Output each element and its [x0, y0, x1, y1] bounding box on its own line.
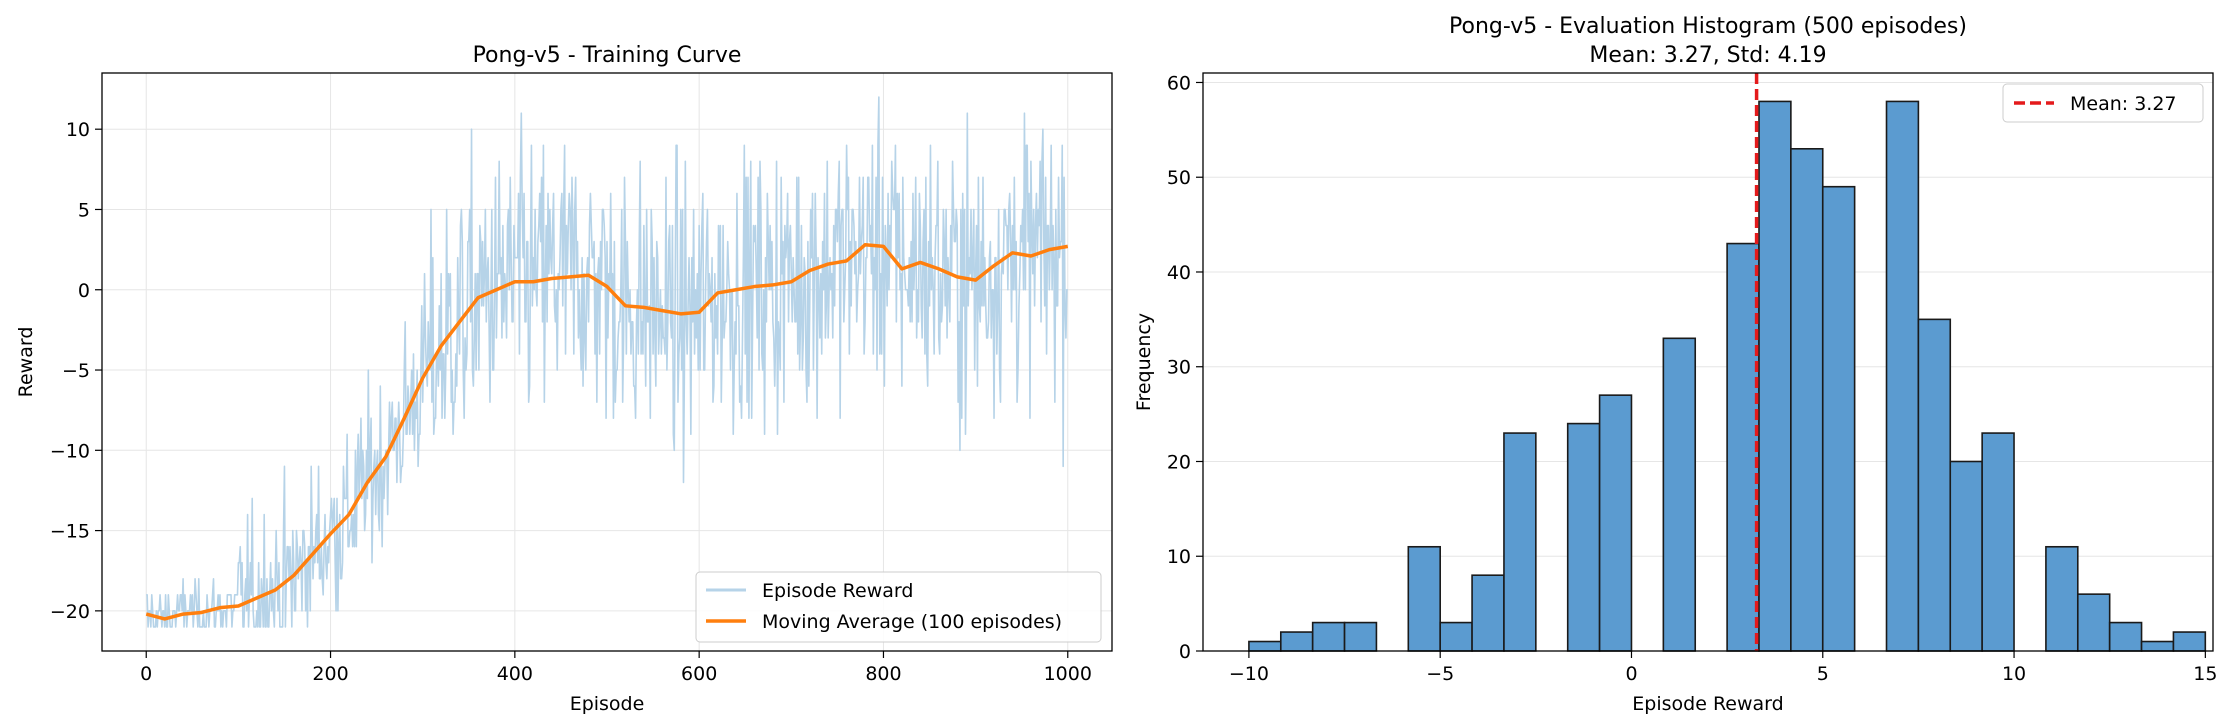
evaluation-histogram-panel: −10 −5 0 5 10 15 0 10 20 30 40 50 60 Pong-v5 - Eval…: [1133, 14, 2217, 715]
episode-reward-line: [146, 96, 1068, 628]
training-chart-title: Pong-v5 - Training Curve: [473, 43, 742, 68]
histogram-y-axis-label: Frequency: [1133, 313, 1155, 411]
training-legend: Episode Reward Moving Average (100 episo…: [695, 571, 1102, 643]
training-x-tick-label: 1000: [1044, 663, 1092, 685]
histogram-bar: [1439, 621, 1473, 652]
legend-moving-average-label: Moving Average (100 episodes): [762, 611, 1062, 633]
training-y-axis-label: Reward: [15, 327, 37, 398]
histogram-bar: [1407, 545, 1441, 652]
legend-episode-reward-label: Episode Reward: [762, 580, 913, 602]
histogram-y-tick-label: 60: [1167, 72, 1191, 94]
legend-mean-label: Mean: 3.27: [2070, 93, 2177, 115]
histogram-bar: [1279, 631, 1314, 652]
histogram-bar: [1790, 148, 1824, 652]
histogram-bar: [1311, 621, 1346, 652]
histogram-x-tick-label: 0: [1625, 663, 1637, 685]
histogram-x-axis-label: Episode Reward: [1632, 693, 1783, 715]
histogram-x-tick-label: −10: [1229, 663, 1269, 685]
histogram-y-ticks: 0 10 20 30 40 50 60: [1167, 72, 1203, 663]
histogram-legend: Mean: 3.27: [2002, 83, 2204, 123]
training-y-tick-label: −15: [50, 521, 90, 543]
histogram-bars: [1248, 100, 2207, 652]
training-y-tick-label: −10: [50, 440, 90, 462]
histogram-y-tick-label: 0: [1179, 641, 1191, 663]
histogram-bar: [1471, 574, 1505, 652]
histogram-bar: [1503, 432, 1537, 652]
histogram-bar: [1566, 422, 1601, 652]
training-x-tick-label: 400: [497, 663, 533, 685]
training-x-axis-label: Episode: [570, 693, 645, 715]
histogram-y-tick-label: 10: [1167, 546, 1191, 568]
training-x-tick-label: 800: [865, 663, 901, 685]
histogram-bar: [1821, 185, 1856, 652]
histogram-bar: [1726, 242, 1760, 652]
histogram-bar: [2076, 593, 2111, 652]
training-y-tick-label: 10: [66, 119, 90, 141]
histogram-bar: [1949, 460, 1983, 652]
histogram-x-tick-label: 10: [2002, 663, 2026, 685]
histogram-x-ticks: −10 −5 0 5 10 15: [1229, 651, 2217, 685]
histogram-x-tick-label: −5: [1426, 663, 1454, 685]
histogram-bar: [2108, 621, 2143, 652]
training-y-tick-label: 0: [78, 280, 90, 302]
histogram-x-tick-label: 5: [1817, 663, 1829, 685]
moving-average-series: [145, 243, 1069, 621]
training-x-tick-label: 0: [140, 663, 152, 685]
histogram-bar: [2045, 545, 2079, 652]
training-x-ticks: 0 200 400 600 800 1000: [140, 651, 1092, 685]
histogram-bar: [1662, 337, 1697, 652]
histogram-x-tick-label: 15: [2193, 663, 2217, 685]
episode-reward-series: [146, 96, 1068, 628]
histogram-bar: [1248, 640, 1282, 652]
histogram-legend-box: [2002, 83, 2204, 123]
training-x-tick-label: 200: [312, 663, 348, 685]
training-y-tick-label: 5: [78, 199, 90, 221]
training-legend-box: [695, 571, 1102, 643]
histogram-y-tick-label: 20: [1167, 451, 1191, 473]
training-y-ticks: −20 −15 −10 −5 0 5 10: [50, 119, 102, 623]
histogram-bar: [2172, 631, 2207, 652]
histogram-bar: [1981, 432, 2015, 652]
histogram-bar: [2140, 640, 2175, 652]
histogram-bar: [1598, 394, 1633, 652]
training-curve-panel: 0 200 400 600 800 1000 −20 −15 −10 −5 0 5 10 Pong-v…: [15, 43, 1113, 715]
histogram-y-tick-label: 30: [1167, 357, 1191, 379]
training-plot-frame: [101, 72, 1113, 652]
training-x-tick-label: 600: [681, 663, 717, 685]
moving-average-line: [145, 243, 1069, 621]
histogram-bar: [1917, 318, 1952, 652]
histogram-chart-title: Pong-v5 - Evaluation Histogram (500 epis…: [1449, 14, 1967, 39]
histogram-chart-subtitle: Mean: 3.27, Std: 4.19: [1589, 43, 1826, 68]
training-y-tick-label: −20: [50, 601, 90, 623]
histogram-y-tick-label: 40: [1167, 262, 1191, 284]
histogram-bar: [1343, 621, 1378, 652]
histogram-bar: [1758, 100, 1792, 652]
histogram-y-tick-label: 50: [1167, 167, 1191, 189]
training-y-tick-label: −5: [62, 360, 90, 382]
histogram-plot-frame: [1202, 72, 2214, 652]
histogram-bar: [1885, 100, 1920, 652]
